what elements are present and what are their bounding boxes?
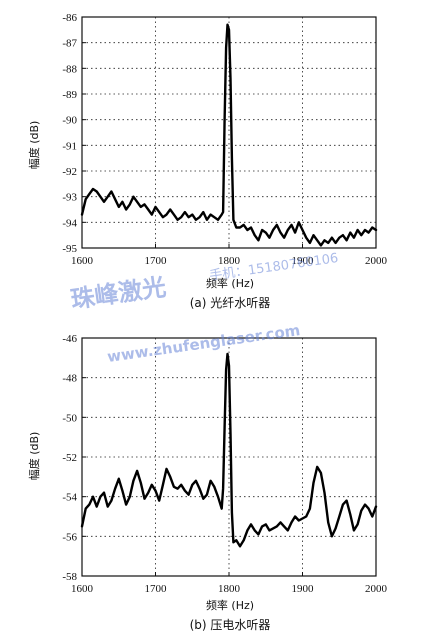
xtick-label-a: 1800: [218, 255, 241, 267]
ytick-label-a: -94: [62, 217, 77, 229]
ytick-label-a: -93: [62, 192, 77, 204]
ytick-label-a: -86: [62, 12, 77, 24]
ytick-label-a: -89: [62, 89, 77, 101]
caption-a: (a) 光纤水听器: [190, 296, 271, 310]
ytick-label-b: -52: [62, 452, 77, 464]
ylabel-a: 幅度 (dB): [27, 121, 41, 170]
ytick-label-b: -50: [62, 412, 77, 424]
xlabel-a: 频率 (Hz): [206, 276, 254, 290]
xtick-label-b: 1800: [218, 583, 241, 595]
xtick-label-b: 1600: [71, 583, 94, 595]
xtick-label-b: 1700: [145, 583, 168, 595]
ytick-label-b: -48: [62, 373, 77, 385]
ylabel-b: 幅度 (dB): [27, 432, 41, 481]
xtick-label-a: 1600: [71, 255, 94, 267]
xtick-label-b: 2000: [365, 583, 388, 595]
series-line-b: [80, 352, 378, 548]
ytick-label-b: -46: [62, 333, 77, 345]
ytick-label-a: -91: [62, 140, 77, 152]
ytick-label-a: -90: [62, 115, 77, 127]
caption-b: (b) 压电水听器: [190, 618, 271, 632]
ytick-label-a: -88: [62, 63, 77, 75]
ytick-label-b: -54: [62, 492, 77, 504]
ytick-label-a: -87: [62, 38, 77, 50]
watermark-line2: www.zhufenglaser.com: [106, 321, 301, 366]
xlabel-b: 频率 (Hz): [206, 598, 254, 612]
xtick-label-b: 1900: [292, 583, 315, 595]
ytick-label-b: -56: [62, 531, 77, 543]
ytick-label-a: -95: [62, 243, 77, 255]
ytick-label-a: -92: [62, 166, 77, 178]
xtick-label-a: 1700: [145, 255, 168, 267]
xtick-label-a: 1900: [292, 255, 315, 267]
ytick-label-b: -58: [62, 571, 77, 583]
series-line-a: [80, 23, 378, 247]
xtick-label-a: 2000: [365, 255, 388, 267]
watermark-line1: 珠峰激光: [69, 273, 168, 314]
